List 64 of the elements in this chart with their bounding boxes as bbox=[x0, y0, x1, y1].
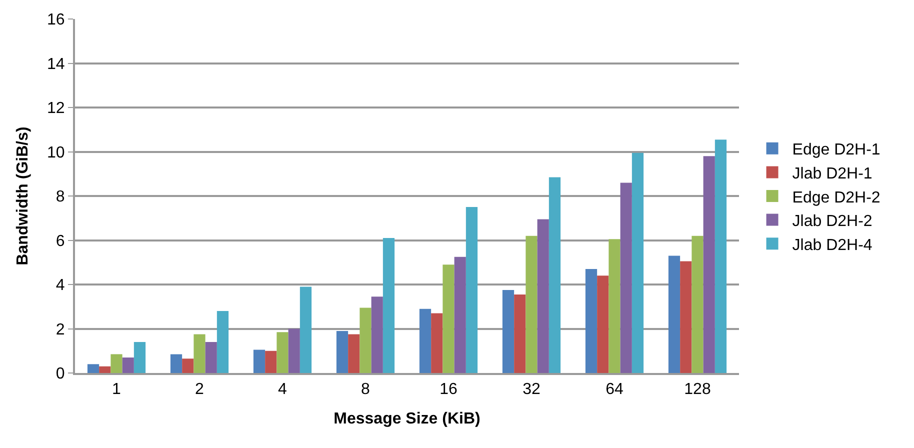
x-tick-label: 8 bbox=[361, 381, 370, 398]
bar bbox=[431, 313, 443, 373]
bar bbox=[714, 140, 727, 373]
bar bbox=[194, 334, 206, 373]
bar bbox=[680, 261, 692, 373]
legend-label: Jlab D2H-1 bbox=[792, 165, 872, 182]
y-tick-label: 0 bbox=[56, 366, 65, 383]
y-tick-label: 2 bbox=[56, 321, 65, 338]
bar bbox=[703, 156, 715, 373]
bar bbox=[99, 366, 111, 373]
bar bbox=[276, 332, 288, 373]
y-tick-label: 12 bbox=[47, 100, 65, 118]
bar bbox=[419, 308, 432, 373]
legend-label: Edge D2H-2 bbox=[792, 189, 880, 206]
bar bbox=[348, 334, 360, 373]
bar bbox=[585, 269, 598, 373]
bar bbox=[668, 256, 680, 373]
bar bbox=[336, 330, 348, 373]
bar bbox=[360, 308, 372, 373]
bar bbox=[134, 342, 146, 373]
bar bbox=[288, 328, 300, 373]
bar bbox=[548, 177, 561, 373]
x-tick-label: 32 bbox=[522, 381, 540, 398]
bar bbox=[265, 350, 277, 373]
bar bbox=[608, 239, 620, 373]
y-tick-label: 16 bbox=[47, 12, 65, 29]
y-tick-label: 6 bbox=[56, 232, 65, 250]
bar bbox=[170, 354, 182, 373]
x-tick-label: 16 bbox=[440, 381, 458, 398]
y-tick-label: 10 bbox=[47, 144, 65, 162]
bar bbox=[371, 296, 383, 373]
bar bbox=[692, 236, 704, 373]
bar bbox=[526, 236, 538, 373]
bar bbox=[216, 311, 229, 373]
y-axis-title: Bandwidth (GiB/s) bbox=[14, 126, 32, 266]
bar bbox=[597, 276, 609, 373]
x-axis-title: Message Size (KiB) bbox=[334, 410, 480, 428]
x-tick-label: 128 bbox=[684, 381, 711, 398]
x-tick-label: 64 bbox=[606, 381, 624, 398]
y-tick-label: 8 bbox=[56, 188, 65, 206]
bar bbox=[253, 350, 266, 373]
y-tick-label: 4 bbox=[56, 277, 65, 294]
bar bbox=[110, 354, 122, 373]
x-tick-label: 2 bbox=[195, 381, 204, 398]
bar bbox=[514, 294, 526, 373]
bar bbox=[454, 256, 466, 373]
x-tick-label: 4 bbox=[278, 381, 288, 398]
bar bbox=[466, 207, 478, 373]
bar bbox=[442, 264, 454, 373]
bar bbox=[87, 364, 100, 373]
legend-label: Edge D2H-1 bbox=[792, 142, 880, 159]
bar bbox=[502, 290, 514, 373]
bar bbox=[300, 286, 312, 373]
y-tick-label: 14 bbox=[47, 56, 65, 73]
legend-label: Jlab D2H-2 bbox=[792, 213, 872, 230]
bar bbox=[205, 342, 217, 373]
x-tick-label: 1 bbox=[112, 381, 122, 398]
bar bbox=[632, 152, 644, 373]
legend-label: Jlab D2H-4 bbox=[792, 236, 872, 254]
bar bbox=[537, 219, 549, 373]
bar bbox=[122, 358, 134, 373]
bar bbox=[182, 358, 194, 373]
bar bbox=[620, 182, 632, 373]
bar bbox=[382, 238, 395, 373]
